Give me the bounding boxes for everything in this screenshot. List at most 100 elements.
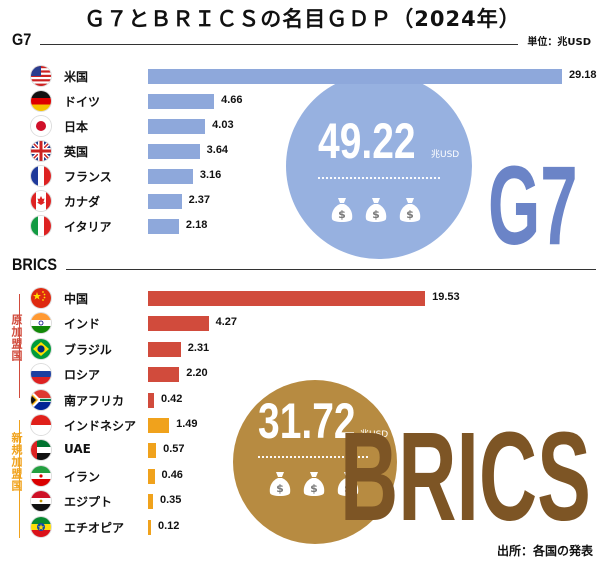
bar	[148, 194, 182, 209]
data-label: 4.03	[212, 119, 234, 131]
japan-flag-icon	[31, 116, 51, 136]
svg-text:$: $	[310, 482, 318, 495]
category-label: ブラジル	[64, 342, 112, 357]
data-label: 0.42	[160, 392, 183, 405]
data-label: 0.46	[161, 468, 183, 481]
brics-heading-rule	[66, 269, 596, 270]
bar	[148, 519, 151, 535]
g7-heading-rule	[40, 44, 518, 45]
category-label: 南アフリカ	[64, 393, 125, 408]
uae-flag-icon	[31, 440, 51, 461]
new-members-bracket	[19, 420, 20, 538]
iran-flag-icon	[31, 465, 51, 486]
data-label: 4.27	[215, 316, 237, 329]
data-label: 3.64	[206, 144, 229, 156]
category-label: 日本	[64, 120, 89, 134]
unit-label: 単位：兆USD	[527, 37, 591, 48]
south-africa-flag-icon	[31, 389, 51, 410]
data-label: 29.18	[569, 69, 597, 81]
bar	[148, 144, 200, 159]
money-bag-icon: $	[365, 198, 387, 222]
bar	[148, 69, 562, 84]
russia-flag-icon	[31, 364, 51, 385]
uk-flag-icon	[31, 141, 51, 161]
category-label: エチオピア	[64, 520, 125, 535]
money-bag-icon: $	[337, 472, 359, 496]
money-bag-icon: $	[269, 472, 291, 496]
egypt-flag-icon	[31, 491, 51, 512]
data-label: 0.35	[159, 494, 182, 507]
svg-text:$: $	[344, 482, 352, 495]
indonesia-flag-icon	[31, 415, 51, 435]
data-label: 2.31	[187, 341, 210, 354]
bar	[148, 418, 170, 433]
category-label: インドネシア	[64, 419, 137, 433]
france-flag-icon	[31, 166, 51, 186]
data-label: 19.53	[432, 291, 460, 303]
category-label: 英国	[64, 145, 89, 159]
bar	[148, 392, 154, 408]
g7-total-circle	[286, 73, 472, 259]
source-label: 出所：各国の発表	[496, 544, 593, 558]
category-label: イラン	[64, 469, 101, 484]
category-label: フランス	[64, 170, 112, 184]
svg-text:$: $	[338, 208, 346, 221]
svg-text:$: $	[406, 208, 414, 221]
chart-title: Ｇ７とＢＲＩＣＳの名目ＧＤＰ（2024年）	[84, 7, 521, 31]
g7-total-unit: 兆USD	[431, 150, 460, 160]
category-label: ロシア	[64, 368, 101, 383]
bar	[148, 94, 215, 109]
new-members-label: 新規加盟国	[10, 432, 23, 492]
data-label: 1.49	[176, 418, 198, 430]
italy-flag-icon	[31, 216, 51, 236]
brics-total-unit: 兆USD	[360, 430, 389, 440]
data-label: 0.12	[158, 519, 180, 532]
data-label: 2.37	[188, 194, 211, 206]
brics-total-circle	[233, 380, 397, 544]
china-flag-icon	[31, 288, 51, 308]
category-label: イタリア	[64, 220, 112, 234]
category-label: 中国	[64, 292, 89, 306]
original-members-label: 原加盟国	[10, 314, 23, 362]
category-label: インド	[64, 317, 101, 332]
bar	[148, 169, 193, 184]
us-flag-icon	[31, 66, 51, 86]
svg-text:$: $	[276, 482, 284, 495]
data-label: 3.16	[199, 169, 222, 181]
bar	[148, 291, 426, 306]
money-bag-icon: $	[303, 472, 325, 496]
g7-section-heading: G7	[12, 30, 32, 49]
canada-flag-icon	[31, 191, 51, 211]
data-label: 0.57	[163, 443, 185, 456]
original-members-bracket	[19, 294, 20, 398]
india-flag-icon	[31, 313, 51, 334]
bar	[148, 468, 155, 484]
brics-total-value: 31.72	[258, 393, 356, 449]
money-bag-icon: $	[331, 198, 353, 222]
brics-circle-divider	[258, 456, 368, 458]
money-bag-icon: $	[399, 198, 421, 222]
brics-big-word: BRICS	[340, 406, 591, 547]
bar	[148, 494, 153, 510]
data-label: 4.66	[221, 94, 243, 106]
data-label: 2.18	[185, 219, 208, 231]
bar	[148, 341, 181, 357]
bar	[148, 119, 206, 134]
bar	[148, 316, 209, 332]
category-label: UAE	[64, 442, 91, 457]
category-label: カナダ	[64, 195, 101, 209]
brazil-flag-icon	[31, 338, 51, 359]
bar	[148, 219, 179, 234]
category-label: ドイツ	[64, 95, 101, 109]
bar	[148, 443, 157, 459]
ethiopia-flag-icon	[31, 516, 51, 537]
category-label: エジプト	[64, 495, 113, 510]
category-label: 米国	[64, 70, 89, 84]
bar	[148, 367, 180, 383]
germany-flag-icon	[31, 91, 51, 111]
data-label: 2.20	[186, 367, 208, 380]
brics-section-heading: BRICS	[12, 255, 57, 274]
svg-text:$: $	[372, 208, 380, 221]
g7-total-value: 49.22	[318, 113, 416, 169]
g7-circle-divider	[318, 177, 440, 179]
